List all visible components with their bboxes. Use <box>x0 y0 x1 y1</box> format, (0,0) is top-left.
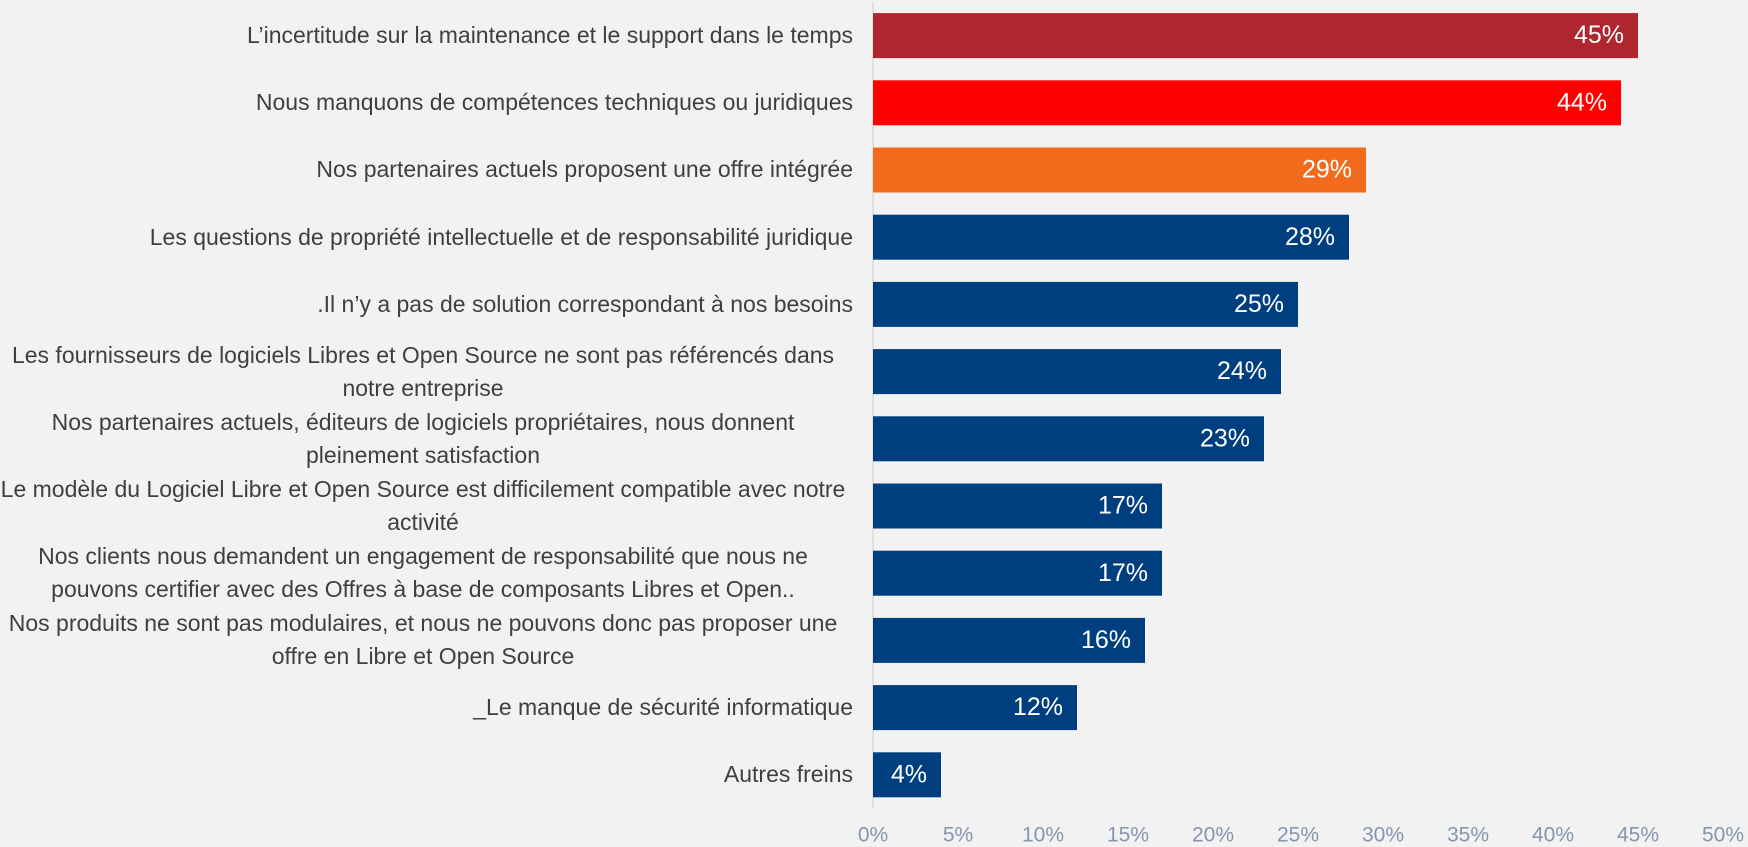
category-label-box: _Le manque de sécurité informatique <box>0 674 853 741</box>
x-tick-label: 35% <box>1447 824 1489 847</box>
category-label: Autres freins <box>723 761 853 788</box>
value-label: 24% <box>1217 357 1267 385</box>
x-tick-label: 30% <box>1362 824 1404 847</box>
x-tick-label: 45% <box>1617 824 1659 847</box>
value-label: 16% <box>1081 626 1131 654</box>
category-label-box: Le modèle du Logiciel Libre et Open Sour… <box>0 472 853 539</box>
category-label: Nos produits ne sont pas modulaires, et … <box>8 610 838 670</box>
category-label: Nos partenaires actuels, éditeurs de log… <box>51 408 795 468</box>
bar <box>873 349 1281 395</box>
x-tick-label: 15% <box>1107 824 1149 847</box>
category-label: Les questions de propriété intellectuell… <box>149 223 853 250</box>
bar <box>873 752 941 798</box>
value-label: 28% <box>1285 223 1335 251</box>
category-label-box: Autres freins <box>0 741 853 808</box>
x-tick-label: 40% <box>1532 824 1574 847</box>
category-label-box: Nos clients nous demandent un engagement… <box>0 540 853 607</box>
bar <box>873 13 1638 59</box>
value-label: 4% <box>891 760 927 788</box>
category-label-box: Nos partenaires actuels proposent une of… <box>0 136 853 203</box>
bar <box>873 483 1162 529</box>
category-label: L’incertitude sur la maintenance et le s… <box>246 22 853 48</box>
category-label: Nos partenaires actuels proposent une of… <box>316 156 853 183</box>
bar <box>873 147 1366 193</box>
category-label-box: .Il n’y a pas de solution correspondant … <box>0 271 853 338</box>
value-label: 17% <box>1098 559 1148 587</box>
bar <box>873 214 1349 260</box>
category-label: .Il n’y a pas de solution correspondant … <box>317 290 853 317</box>
value-label: 44% <box>1557 88 1607 116</box>
category-label: _Le manque de sécurité informatique <box>473 694 853 720</box>
x-tick-label: 0% <box>858 824 888 847</box>
category-label-box: L’incertitude sur la maintenance et le s… <box>0 2 853 69</box>
x-tick-label: 50% <box>1702 824 1744 847</box>
x-tick-label: 5% <box>943 824 973 847</box>
category-label: Nous manquons de compétences techniques … <box>255 89 853 116</box>
bar <box>873 617 1145 663</box>
category-label: Le modèle du Logiciel Libre et Open Sour… <box>0 475 846 535</box>
value-label: 25% <box>1234 290 1284 318</box>
category-label-box: Nous manquons de compétences techniques … <box>0 69 853 136</box>
value-label: 23% <box>1200 424 1250 452</box>
value-label: 45% <box>1574 21 1624 49</box>
x-tick-label: 20% <box>1192 824 1234 847</box>
category-label: Nos clients nous demandent un engagement… <box>38 543 808 603</box>
x-tick-label: 25% <box>1277 824 1319 847</box>
value-label: 17% <box>1098 492 1148 520</box>
value-label: 12% <box>1013 693 1063 721</box>
category-label-box: Les fournisseurs de logiciels Libres et … <box>0 338 853 405</box>
x-tick-label: 10% <box>1022 824 1064 847</box>
value-label: 29% <box>1302 156 1352 184</box>
bar <box>873 80 1621 126</box>
category-label-box: Nos produits ne sont pas modulaires, et … <box>0 607 853 674</box>
category-label: Les fournisseurs de logiciels Libres et … <box>11 341 835 401</box>
category-label-box: Les questions de propriété intellectuell… <box>0 204 853 271</box>
bar <box>873 550 1162 596</box>
bar <box>873 281 1298 327</box>
bar <box>873 416 1264 462</box>
category-label-box: Nos partenaires actuels, éditeurs de log… <box>0 405 853 472</box>
bar <box>873 685 1077 731</box>
